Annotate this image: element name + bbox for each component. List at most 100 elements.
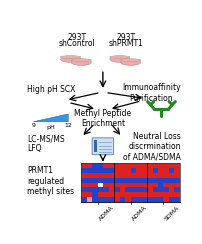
Bar (168, 168, 174, 173)
Text: Methyl Peptide
Enrichment: Methyl Peptide Enrichment (74, 109, 131, 128)
Bar (174, 163, 179, 168)
Bar (81, 168, 86, 173)
Bar (92, 173, 97, 178)
Text: SDMA: SDMA (163, 205, 180, 221)
Bar (163, 187, 168, 192)
Bar (108, 197, 114, 202)
Ellipse shape (109, 56, 129, 62)
Bar (152, 187, 157, 192)
Bar (146, 173, 152, 178)
Bar (146, 183, 152, 187)
Bar (130, 192, 135, 197)
Bar (97, 168, 103, 173)
Bar (81, 183, 86, 187)
Bar (130, 183, 135, 187)
Bar (92, 183, 97, 187)
Text: ADMA: ADMA (131, 205, 147, 222)
Ellipse shape (71, 59, 91, 61)
Bar (86, 192, 92, 197)
Bar (174, 168, 179, 173)
Bar (108, 173, 114, 178)
Bar (157, 187, 163, 192)
Bar (135, 178, 141, 183)
Text: 293T: 293T (116, 33, 135, 42)
Bar (141, 197, 146, 202)
Bar (81, 197, 86, 202)
Text: 12: 12 (64, 123, 72, 128)
Bar (103, 197, 108, 202)
Bar (130, 178, 135, 183)
Bar (119, 183, 124, 187)
Bar (152, 168, 157, 173)
Bar (163, 178, 168, 183)
Bar (119, 173, 124, 178)
Text: LC-MS/MS
LFQ: LC-MS/MS LFQ (27, 134, 65, 153)
Bar (141, 183, 146, 187)
Bar (103, 183, 108, 187)
Ellipse shape (109, 56, 129, 58)
Bar (86, 187, 92, 192)
Bar (135, 197, 141, 202)
Bar (108, 163, 114, 168)
Ellipse shape (60, 56, 80, 62)
Bar (152, 197, 157, 202)
Bar (81, 192, 86, 197)
Text: shPRMT1: shPRMT1 (108, 39, 143, 48)
Bar (168, 197, 174, 202)
Bar (157, 168, 163, 173)
Ellipse shape (120, 59, 140, 65)
Bar (168, 187, 174, 192)
Bar (130, 168, 135, 173)
Bar (97, 187, 103, 192)
Bar (141, 192, 146, 197)
Bar (114, 178, 119, 183)
Bar (81, 163, 179, 202)
Bar (124, 192, 130, 197)
Bar (163, 168, 168, 173)
Bar (97, 178, 103, 183)
Bar (141, 163, 146, 168)
Bar (152, 163, 157, 168)
Bar (157, 183, 163, 187)
Bar (141, 187, 146, 192)
Bar (135, 187, 141, 192)
Bar (103, 187, 108, 192)
Ellipse shape (71, 59, 91, 65)
Bar (124, 183, 130, 187)
Bar (103, 178, 108, 183)
Bar (163, 192, 168, 197)
Bar (163, 183, 168, 187)
Bar (174, 187, 179, 192)
Bar (108, 178, 114, 183)
Bar (92, 178, 97, 183)
Bar (157, 173, 163, 178)
Bar (114, 187, 119, 192)
Bar (114, 183, 119, 187)
Bar (81, 173, 86, 178)
Bar (103, 168, 108, 173)
Bar (130, 197, 135, 202)
Bar (163, 163, 168, 168)
Bar (124, 178, 130, 183)
Bar (135, 168, 141, 173)
Bar (108, 192, 114, 197)
Bar (86, 168, 92, 173)
Bar (108, 187, 114, 192)
Bar (157, 192, 163, 197)
Ellipse shape (71, 59, 91, 61)
Text: PRMT1
regulated
methyl sites: PRMT1 regulated methyl sites (27, 166, 74, 196)
Bar (146, 178, 152, 183)
Ellipse shape (109, 56, 129, 58)
Ellipse shape (120, 59, 140, 61)
Bar (141, 178, 146, 183)
Bar (114, 197, 119, 202)
Bar (108, 183, 114, 187)
Bar (146, 197, 152, 202)
Bar (97, 173, 103, 178)
Bar (135, 163, 141, 168)
Bar (168, 183, 174, 187)
Ellipse shape (60, 56, 80, 58)
Bar (146, 187, 152, 192)
Bar (97, 183, 103, 187)
Bar (174, 197, 179, 202)
